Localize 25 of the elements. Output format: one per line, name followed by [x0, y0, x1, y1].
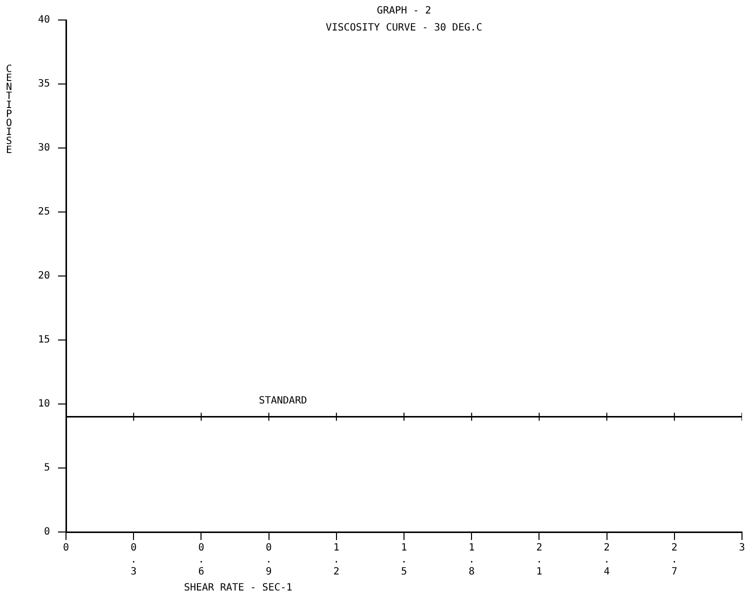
y-tick-label: 15: [38, 334, 50, 346]
x-axis-title: SHEAR RATE - SEC-1: [184, 582, 292, 594]
text: CENTIPOISE: [6, 64, 12, 156]
y-tick-label: 40: [38, 14, 50, 26]
x-tick-label: 0: [63, 542, 70, 554]
x-tick-label: 3: [738, 542, 746, 554]
x-tick-label: 0 . 3: [130, 542, 137, 578]
y-tick-label: 10: [38, 398, 50, 410]
x-tick-label: 0 . 6: [198, 542, 204, 578]
y-tick-label: 20: [38, 270, 50, 282]
y-tick-label: 35: [38, 78, 50, 90]
y-tick-label: 0: [44, 526, 50, 538]
y-tick-label: 30: [38, 142, 50, 154]
x-tick-label: 2 . 7: [671, 542, 678, 578]
x-tick-label: 2 . 1: [536, 542, 542, 578]
chart-subtitle: VISCOSITY CURVE - 30 DEG.C: [326, 22, 482, 34]
x-tick-label: 0 . 9: [266, 542, 272, 578]
chart-title: GRAPH - 2: [376, 6, 432, 17]
x-tick-label: 1 . 5: [401, 542, 408, 578]
x-tick-label: 2 . 4: [604, 542, 610, 578]
y-tick-label: 5: [44, 462, 50, 474]
y-tick-label: 25: [38, 206, 50, 218]
series-label: STANDARD: [258, 395, 307, 406]
x-tick-label: 1 . 2: [333, 542, 340, 578]
x-tick-label: 1 . 8: [468, 542, 475, 578]
